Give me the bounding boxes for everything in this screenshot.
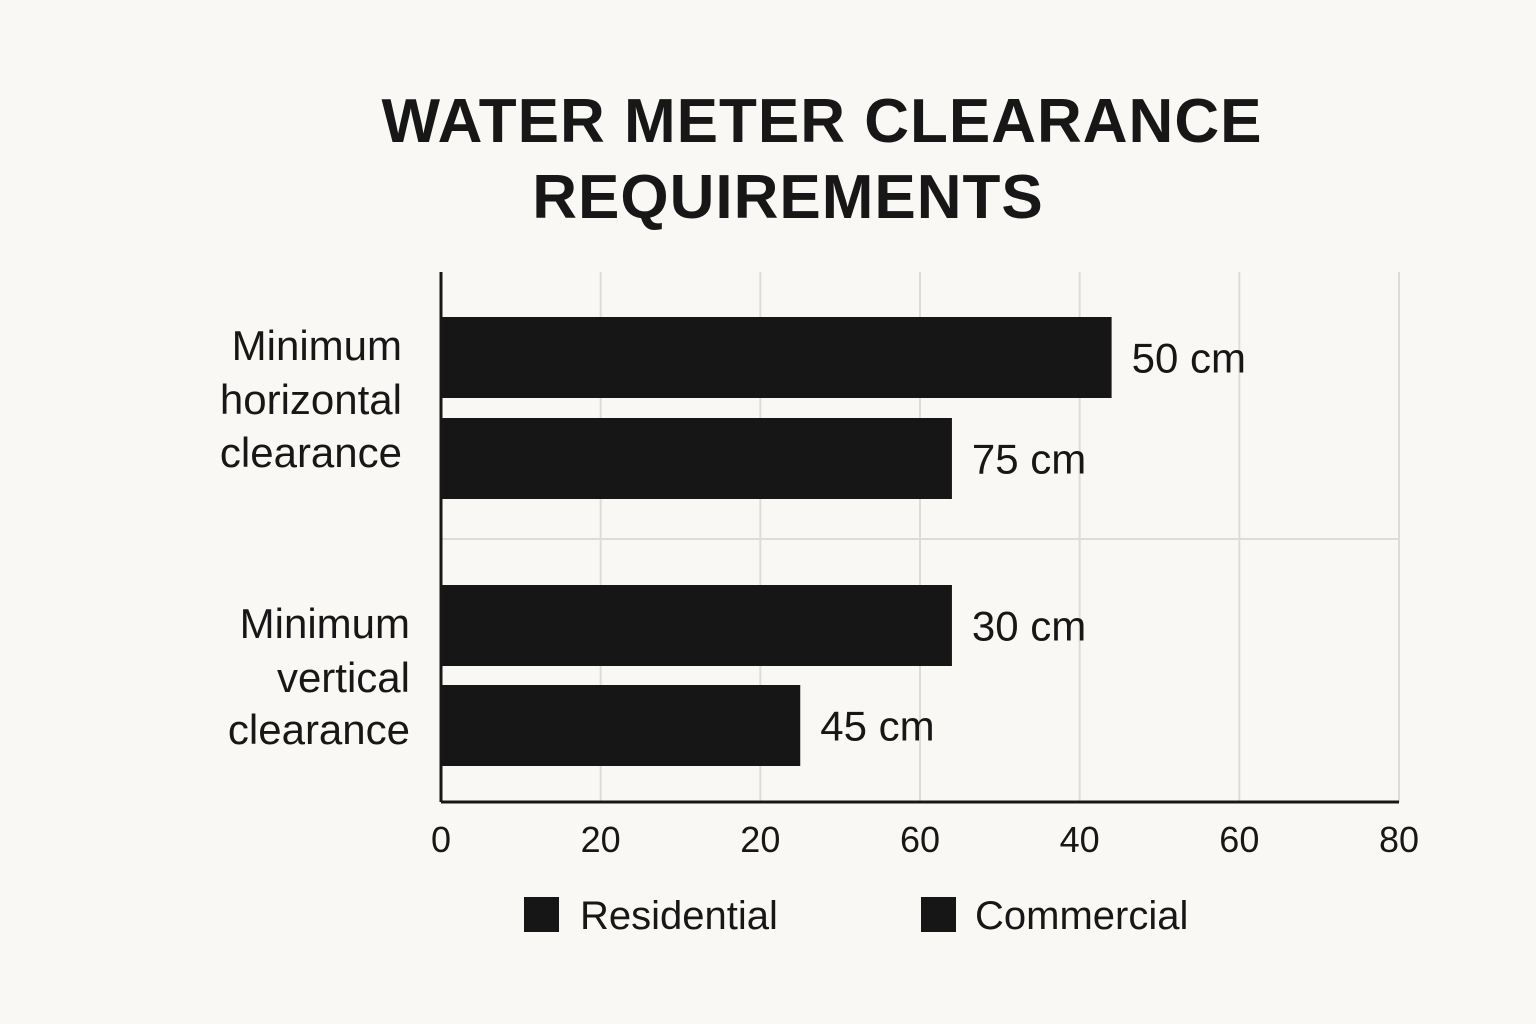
category-label-vertical-line-1: Minimum xyxy=(240,600,410,647)
legend-label-residential: Residential xyxy=(580,894,778,938)
bar-commercial-vertical xyxy=(441,685,801,766)
x-tick-label: 20 xyxy=(740,819,780,860)
x-tick-label: 60 xyxy=(1219,819,1259,860)
x-tick-label: 60 xyxy=(900,819,940,860)
category-label-horizontal-line-2: horizontal xyxy=(220,376,402,423)
bar-residential-horizontal xyxy=(441,317,1112,398)
legend: Residential Commercial xyxy=(524,894,1188,938)
bars-layer: 50 cm 75 cm 30 cm 45 cm xyxy=(441,317,1246,766)
x-tick-label: 20 xyxy=(581,819,621,860)
legend-swatch-residential xyxy=(524,897,559,932)
legend-label-commercial: Commercial xyxy=(975,894,1188,938)
bar-value-label: 30 cm xyxy=(972,603,1086,650)
legend-swatch-commercial xyxy=(921,897,956,932)
bar-value-label: 50 cm xyxy=(1132,335,1246,382)
text-layer: WATER METER CLEARANCE REQUIREMENTS Minim… xyxy=(220,87,1263,753)
category-label-horizontal-line-3: clearance xyxy=(220,429,402,476)
category-label-horizontal-line-1: Minimum xyxy=(232,322,402,369)
bar-value-label: 75 cm xyxy=(972,436,1086,483)
ticks-layer: 0 20 20 60 40 60 80 xyxy=(431,819,1419,860)
bar-value-label: 45 cm xyxy=(820,703,934,750)
x-tick-label: 0 xyxy=(431,819,451,860)
bar-commercial-horizontal xyxy=(441,418,952,499)
chart-title-line-2: REQUIREMENTS xyxy=(532,163,1043,232)
x-tick-label: 40 xyxy=(1060,819,1100,860)
bar-residential-vertical xyxy=(441,585,952,666)
chart-title-line-1: WATER METER CLEARANCE xyxy=(382,87,1263,156)
category-label-vertical-line-3: clearance xyxy=(228,706,410,753)
x-tick-label: 80 xyxy=(1379,819,1419,860)
category-label-vertical-line-2: vertical xyxy=(277,654,410,701)
axis-layer xyxy=(439,272,1399,804)
